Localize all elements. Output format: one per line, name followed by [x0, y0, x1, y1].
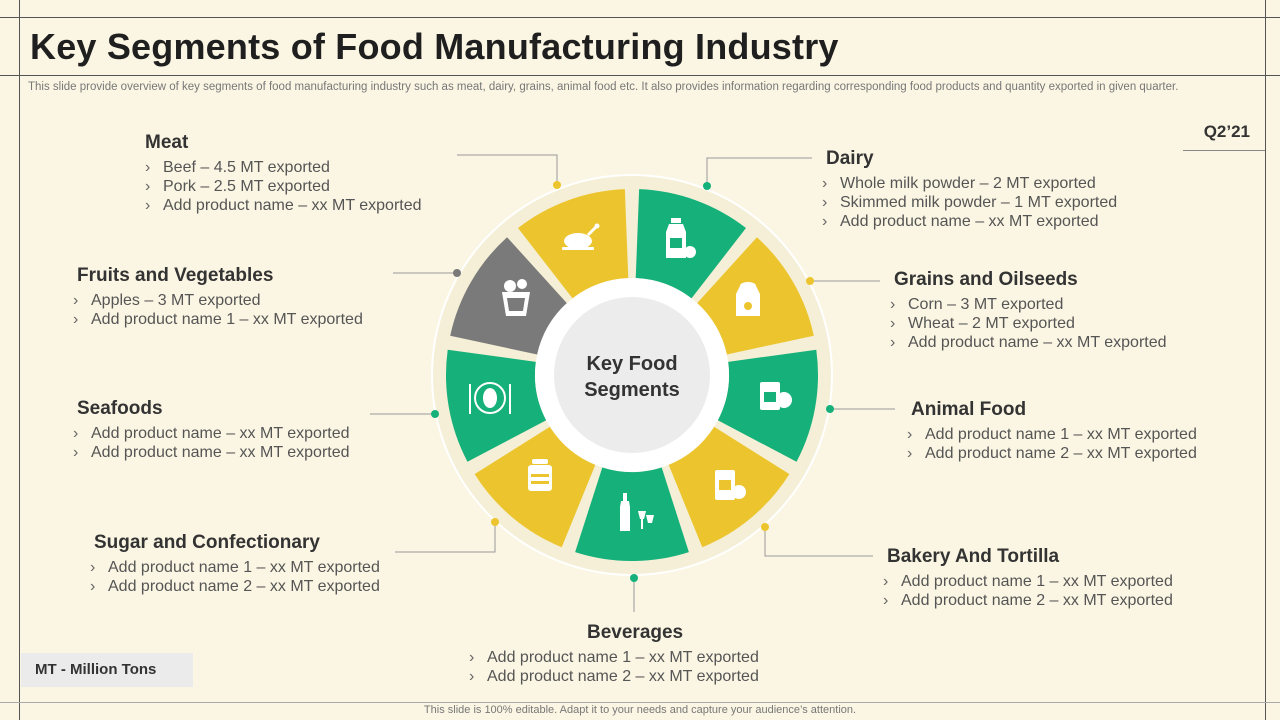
connector-meat [457, 154, 558, 183]
dot-sugar [491, 518, 499, 526]
slide-title: Key Segments of Food Manufacturing Indus… [30, 26, 839, 67]
connector-dairy [706, 157, 812, 186]
connector-sugar [395, 522, 496, 553]
segment-dairy: Dairy › Whole milk powder – 2 MT exported… [822, 148, 1117, 231]
segment-animal-title: Animal Food [911, 399, 1027, 420]
dot-fruits [453, 269, 461, 277]
segment-beverages-title: Beverages [587, 622, 684, 643]
list-item: › Add product name 2 – xx MT exported [90, 578, 380, 595]
list-item: › Apples – 3 MT exported [73, 292, 261, 309]
list-item: › Beef – 4.5 MT exported [145, 159, 330, 176]
wedge-beverages [575, 467, 689, 561]
segment-dairy-title: Dairy [826, 148, 874, 169]
list-item: › Add product name – xx MT exported [890, 334, 1167, 351]
segment-grains-list: › Corn – 3 MT exported › Wheat – 2 MT expo… [890, 295, 1167, 352]
wedge-seafoods [446, 349, 547, 462]
dot-dairy [703, 182, 711, 190]
slide-footer: This slide is 100% editable. Adapt it to… [423, 704, 857, 716]
center-label-line1: Key Food [586, 353, 677, 375]
milk-bottle-icon [666, 218, 696, 258]
segment-grains-title: Grains and Oilseeds [894, 269, 1078, 290]
segment-animal-list: › Add product name 1 – xx MT exported › Ad… [907, 425, 1197, 463]
segment-sugar-title: Sugar and Confectionary [94, 532, 320, 553]
segment-bakery-list: › Add product name 1 – xx MT exported › Ad… [883, 572, 1173, 610]
candy-jar-icon [528, 459, 552, 491]
quarter-label: Q2’21 [1203, 122, 1250, 141]
segment-bakery: Bakery And Tortilla › Add product name 1 … [883, 546, 1173, 610]
segment-bakery-title: Bakery And Tortilla [887, 546, 1060, 567]
segment-grains: Grains and Oilseeds › Corn – 3 MT exporte… [890, 269, 1167, 352]
fruit-basket-icon [502, 279, 530, 316]
segment-meat: Meat › Beef – 4.5 MT exported › Pork – 2.5… [145, 132, 422, 215]
list-item: › Add product name 2 – xx MT exported [907, 445, 1197, 462]
list-item: › Add product name – xx MT exported [73, 425, 350, 442]
roast-chicken-icon [562, 223, 600, 250]
quarter-underline [1183, 150, 1265, 151]
list-item: › Add product name 1 – xx MT exported [90, 559, 380, 576]
segment-meat-title: Meat [145, 132, 189, 153]
dot-grains [806, 277, 814, 285]
dot-animal [826, 405, 834, 413]
segment-fruits-title: Fruits and Vegetables [77, 265, 274, 286]
list-item: › Add product name 1 – xx MT exported [883, 573, 1173, 590]
list-item: › Add product name 2 – xx MT exported [883, 592, 1173, 609]
list-item: › Add product name 1 – xx MT exported [469, 649, 759, 666]
segment-beverages-list: › Add product name 1 – xx MT exported › Ad… [469, 648, 759, 686]
bakery-bag-icon [715, 470, 746, 500]
grain-sack-icon [736, 282, 760, 316]
frame-left-line [19, 0, 20, 720]
segment-meat-list: › Beef – 4.5 MT exported › Pork – 2.5 MT e… [145, 158, 422, 215]
slide-subtitle: This slide provide overview of key segme… [28, 81, 1179, 93]
segment-dairy-list: › Whole milk powder – 2 MT exported › Skim… [822, 174, 1117, 231]
segment-fruits: Fruits and Vegetables › Apples – 3 MT exp… [73, 265, 363, 329]
wedge-dairy [635, 189, 747, 299]
dot-bakery [761, 523, 769, 531]
frame-right-line [1265, 0, 1266, 720]
pet-food-bag-icon [760, 382, 792, 410]
segment-seafoods-title: Seafoods [77, 398, 163, 419]
wine-bottle-icon [620, 493, 654, 531]
connector-bakery [764, 527, 873, 557]
segment-seafoods-list: › Add product name – xx MT exported › Add … [73, 424, 350, 462]
list-item: › Add product name 1 – xx MT exported [907, 426, 1197, 443]
segment-sugar: Sugar and Confectionary › Add product nam… [90, 532, 380, 596]
segment-sugar-list: › Add product name 1 – xx MT exported › Ad… [90, 558, 380, 596]
connectors [370, 154, 895, 612]
dot-beverages [630, 574, 638, 582]
center-label-line2: Segments [584, 379, 680, 401]
list-item: › Skimmed milk powder – 1 MT exported [822, 194, 1118, 211]
segment-beverages: Beverages › Add product name 1 – xx MT ex… [469, 622, 759, 686]
list-item: › Add product name 1 – xx MT exported [73, 311, 363, 328]
segment-animal-food: Animal Food › Add product name 1 – xx MT … [907, 399, 1197, 463]
list-item: › Add product name 2 – xx MT exported [469, 668, 759, 685]
list-item: › Add product name – xx MT exported [145, 197, 422, 214]
dot-meat [553, 181, 561, 189]
list-item: › Wheat – 2 MT exported [890, 315, 1075, 332]
dot-seafoods [431, 410, 439, 418]
fish-plate-icon [469, 382, 511, 414]
list-item: › Add product name – xx MT exported [822, 213, 1099, 230]
wheel-center [554, 297, 710, 453]
unit-legend: MT - Million Tons [21, 653, 193, 687]
frame-bottom-line [0, 702, 1280, 703]
connector-dots [431, 181, 834, 582]
segment-seafoods: Seafoods › Add product name – xx MT expor… [73, 398, 350, 462]
segment-fruits-list: › Apples – 3 MT exported › Add product nam… [73, 291, 363, 329]
list-item: › Pork – 2.5 MT exported [145, 178, 330, 195]
list-item: › Whole milk powder – 2 MT exported [822, 175, 1096, 192]
list-item: › Corn – 3 MT exported [890, 296, 1064, 313]
list-item: › Add product name – xx MT exported [73, 444, 350, 461]
title-underline [0, 75, 1280, 76]
frame-top-line [0, 17, 1280, 18]
